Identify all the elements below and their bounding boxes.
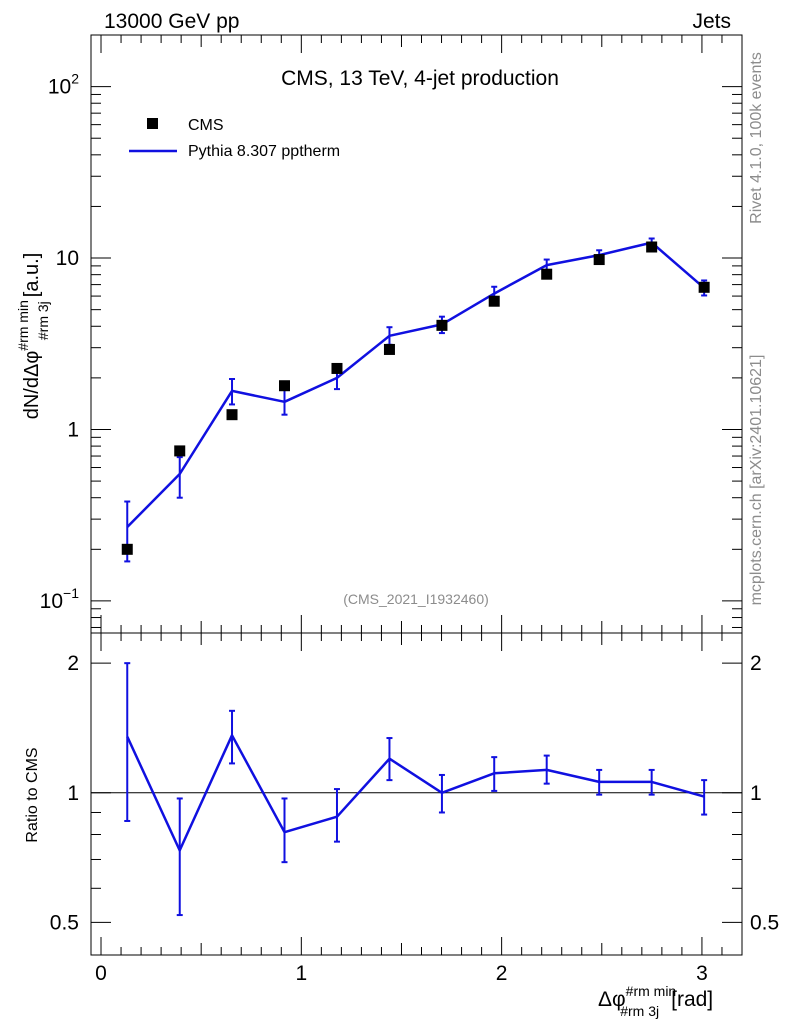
ratio-plot-frame: [90, 632, 743, 956]
ratio-series-line: [126, 734, 705, 852]
xlabel-sub: #rm 3j: [620, 1003, 659, 1019]
main-y-tick-label: 102: [48, 71, 79, 99]
cms-data-point: [541, 268, 553, 280]
cms-data-point: [488, 295, 500, 307]
ratio-y-tick-label-right: 1: [750, 782, 762, 805]
main-y-tick-label: 10: [56, 247, 79, 270]
main-y-tick-label: 1: [67, 418, 79, 441]
legend-pythia-label: Pythia 8.307 pptherm: [188, 143, 340, 160]
xlabel-unit: [rad]: [671, 988, 713, 1011]
ratio-y-tick-label-right: 2: [750, 652, 762, 675]
xlabel-sup: #rm min: [626, 983, 677, 999]
cms-data-point: [646, 241, 658, 253]
main-ylabel-sup: #rm min: [15, 300, 31, 351]
ratio-y-axis-label: Ratio to CMS: [24, 747, 41, 842]
cms-data-point: [121, 543, 133, 555]
header-right: Jets: [692, 10, 731, 33]
x-tick-label: 0: [95, 962, 107, 985]
ratio-y-tick-label-right: 0.5: [750, 911, 779, 934]
ratio-y-tick-label-left: 0.5: [50, 911, 79, 934]
x-axis-label: Δφ#rm min #rm 3j [rad]: [598, 983, 713, 1019]
cms-data-point: [278, 380, 290, 392]
main-ylabel-main: dN/dΔφ: [21, 351, 43, 420]
cms-data-point: [174, 445, 186, 457]
cms-data-point: [331, 362, 343, 374]
ratio-y-tick-label-left: 2: [67, 652, 79, 675]
ratio-y-tick-label-left: 1: [67, 782, 79, 805]
header-left: 13000 GeV pp: [104, 10, 239, 33]
main-y-axis-label: dN/dΔφ#rm min #rm 3j [a.u.]: [15, 253, 51, 420]
main-title: CMS, 13 TeV, 4-jet production: [281, 67, 559, 90]
cms-data-point: [436, 319, 448, 331]
main-ylabel-sub: #rm 3j: [35, 301, 51, 340]
svg-text:dN/dΔφ#rm min#rm 3j[a.u.]: dN/dΔφ#rm min #rm 3j [a.u.]: [15, 253, 51, 420]
analysis-tag: (CMS_2021_I1932460): [343, 591, 489, 607]
cms-data-point: [383, 343, 395, 355]
svg-text:Δφ#rm min#rm 3j[rad]: Δφ#rm min #rm 3j [rad]: [598, 983, 713, 1019]
mcplots-label: mcplots.cern.ch [arXiv:2401.10621]: [748, 355, 765, 606]
x-tick-label: 1: [295, 962, 307, 985]
main-y-tick-label: 10−1: [40, 585, 80, 613]
legend-cms-marker: [147, 118, 158, 129]
legend-cms-label: CMS: [188, 117, 224, 134]
rivet-label: Rivet 4.1.0, 100k events: [748, 52, 765, 224]
cms-data-point: [698, 281, 710, 293]
main-ylabel-unit: [a.u.]: [21, 253, 43, 297]
legend: CMS Pythia 8.307 pptherm: [129, 117, 340, 160]
cms-data-point: [226, 409, 238, 421]
xlabel-main: Δφ: [598, 988, 626, 1011]
cms-data-point: [593, 254, 605, 266]
x-tick-label: 2: [496, 962, 508, 985]
mc-series-line: [126, 241, 705, 528]
x-tick-label: 3: [696, 962, 708, 985]
